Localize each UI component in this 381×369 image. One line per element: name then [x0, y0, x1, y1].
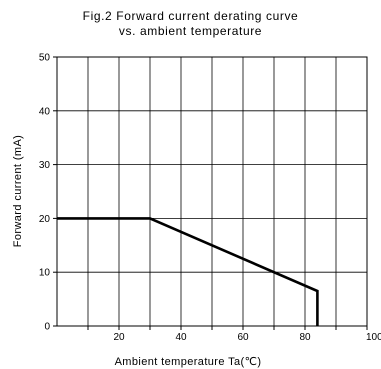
y-tick-label: 30 [39, 160, 51, 171]
y-tick-label: 20 [39, 214, 51, 225]
x-tick-label: 100 [366, 332, 381, 343]
chart-title: Fig.2 Forward current derating curve [82, 9, 299, 23]
chart-title-block: Fig.2 Forward current derating curve vs.… [0, 9, 381, 39]
x-tick-label: 80 [299, 332, 311, 343]
y-tick-label: 40 [39, 106, 51, 117]
x-tick-label: 60 [237, 332, 249, 343]
x-tick-label: 40 [175, 332, 187, 343]
x-tick-label: 20 [113, 332, 125, 343]
chart-subtitle: vs. ambient temperature [118, 24, 263, 38]
y-tick-label: 0 [44, 322, 50, 333]
x-axis-label: Ambient temperature Ta(℃) [115, 356, 262, 368]
derating-curve-line [57, 217, 319, 326]
y-axis-label: Forward current (mA) [12, 135, 24, 248]
y-tick-label: 10 [39, 268, 51, 279]
y-tick-label: 50 [39, 53, 51, 64]
